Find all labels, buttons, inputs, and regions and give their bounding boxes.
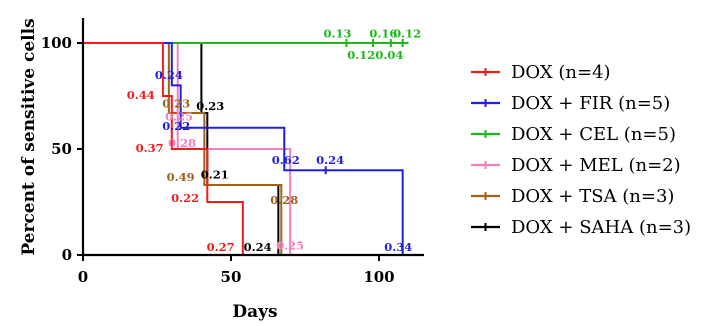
data-label: 0.23 — [162, 97, 190, 111]
plot-area — [83, 39, 409, 255]
x-tick-label: 50 — [221, 268, 242, 286]
data-label: 0.24 — [244, 240, 272, 254]
x-axis-title: Days — [232, 302, 277, 322]
data-label: 0.13 — [324, 27, 352, 41]
data-label: 0.28 — [270, 193, 298, 207]
data-label: 0.22 — [162, 119, 190, 133]
data-label: 0.49 — [167, 170, 195, 184]
legend-label: DOX + FIR (n=5) — [511, 93, 670, 114]
data-label: 0.04 — [375, 48, 403, 62]
data-annotations: 0.44 0.37 0.22 0.27 0.24 0.22 0.62 0.24 0.34 0.13… — [127, 27, 421, 254]
data-label: 0.44 — [127, 88, 155, 102]
data-label: 0.21 — [201, 168, 229, 182]
series-line-dox-n-4 — [83, 42, 244, 255]
y-tick-label: 0 — [62, 246, 72, 264]
data-label: 0.24 — [316, 153, 344, 167]
data-label: 0.62 — [272, 153, 300, 167]
data-label: 0.37 — [136, 141, 164, 155]
legend-label: DOX + SAHA (n=3) — [511, 217, 691, 238]
x-tick-label: 100 — [363, 268, 394, 286]
data-label: 0.16 — [369, 27, 397, 41]
legend-label: DOX + TSA (n=3) — [511, 186, 674, 207]
legend-label: DOX + MEL (n=2) — [511, 155, 681, 176]
legend: DOX (n=4) DOX + FIR (n=5) DOX + CEL (n=5) D… — [471, 62, 691, 238]
data-label: 0.24 — [155, 68, 183, 82]
data-label: 0.28 — [168, 136, 196, 150]
data-label: 0.22 — [171, 191, 199, 205]
legend-item-dox-saha-n-3: DOX + SAHA (n=3) — [471, 217, 691, 238]
legend-item-dox-tsa-n-3: DOX + TSA (n=3) — [471, 186, 674, 207]
data-label: 0.23 — [196, 99, 224, 113]
data-label: 0.27 — [207, 240, 235, 254]
data-label: 0.12 — [347, 48, 375, 62]
y-tick-label: 100 — [41, 34, 72, 52]
series-line-dox-fir-n-5 — [83, 42, 404, 255]
legend-label: DOX (n=4) — [511, 62, 611, 83]
data-label: 0.25 — [276, 239, 304, 253]
axes: 0 50 100 0 50 100 Days Percent of sensitive c… — [19, 18, 424, 322]
legend-item-dox-cel-n-5: DOX + CEL (n=5) — [471, 124, 676, 145]
axis-ticks: 0 50 100 0 50 100 — [41, 34, 395, 286]
data-label: 0.25 — [165, 109, 193, 123]
legend-item-dox-mel-n-2: DOX + MEL (n=2) — [471, 155, 681, 176]
legend-label: DOX + CEL (n=5) — [511, 124, 676, 145]
x-tick-label: 0 — [78, 268, 88, 286]
y-tick-label: 50 — [51, 140, 72, 158]
data-label: 0.12 — [393, 27, 421, 41]
legend-item-dox-fir-n-5: DOX + FIR (n=5) — [471, 93, 670, 114]
data-label: 0.34 — [384, 240, 412, 254]
legend-item-dox-n-4: DOX (n=4) — [471, 62, 611, 83]
y-axis-title: Percent of sensitive cells — [19, 18, 39, 255]
